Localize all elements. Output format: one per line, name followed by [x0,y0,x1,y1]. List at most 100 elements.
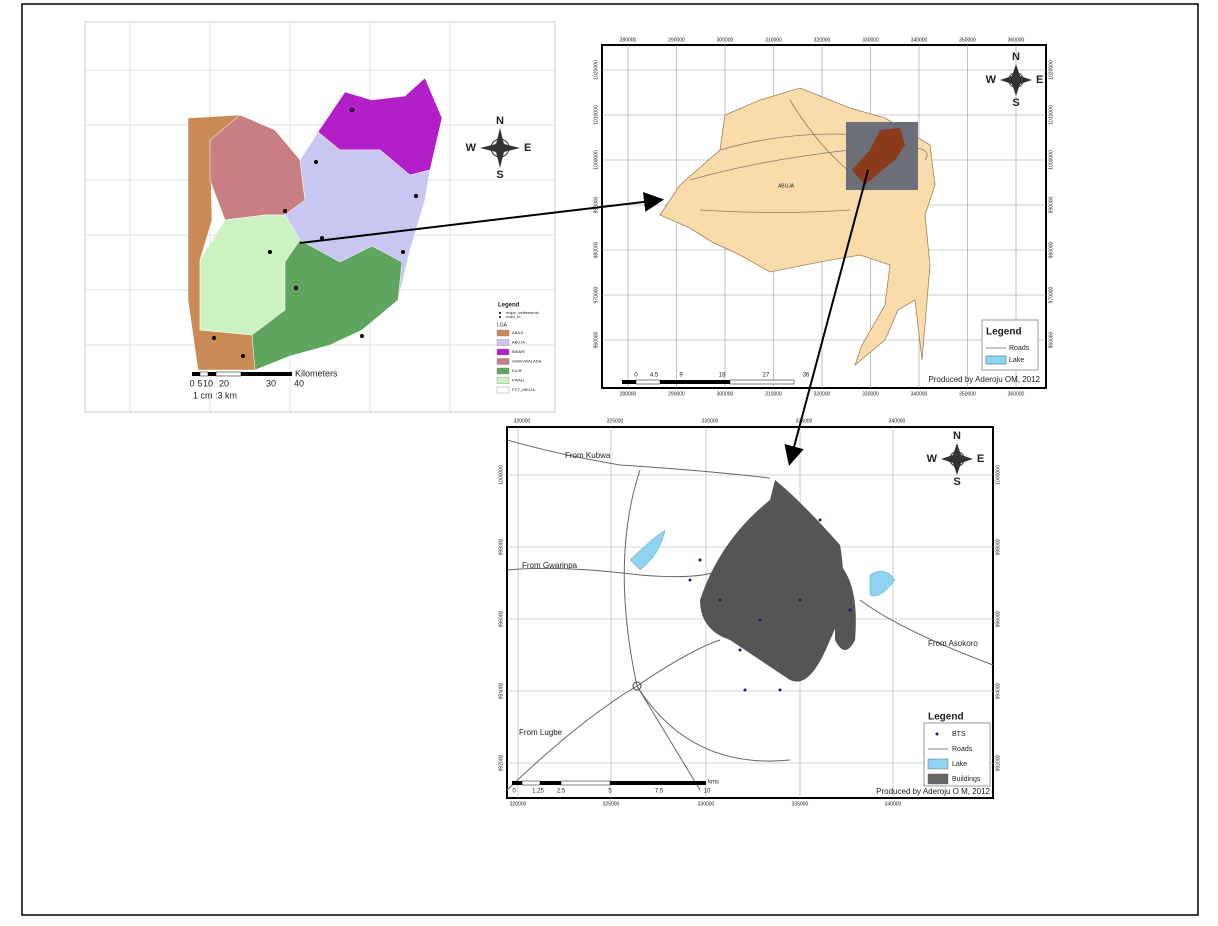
scale-ratio: 1 cm :3 km [193,390,237,400]
legend-item: ABAJI [512,330,523,335]
x-coord-label: 310000 [765,391,782,397]
y-coord-label: 980000 [1048,241,1054,258]
scale-tick: 10 [203,378,213,388]
x-coord-label: 300000 [717,37,734,43]
y-coord-label: 1000000 [995,465,1001,485]
legend-swatch [496,367,510,375]
y-coord-label: 996000 [995,610,1001,627]
city-map: 320000 320000 325000 325000 330000 330000 3350… [498,418,1001,807]
legend-title: Legend [986,327,1022,338]
compass-label: W [466,142,477,154]
lake [629,529,666,571]
roundabout [632,681,642,691]
scale-tick: 0 [189,378,194,388]
bts-site [758,618,762,622]
x-coord-label: 330000 [702,418,719,424]
legend-item: major_settlements [506,310,539,315]
compass-label: E [977,453,984,465]
y-coord-label: 996000 [498,610,504,627]
legend-swatch [496,329,510,337]
compass-rose [941,443,973,475]
legend-swatch [496,339,510,346]
x-coord-label: 290000 [668,391,685,397]
legend-item: KWALI [512,378,524,383]
compass-label: S [1012,97,1019,109]
x-coord-label: 330000 [862,37,879,43]
y-coord-label: 1000000 [498,465,504,485]
legend-swatch [496,348,510,356]
x-coord-label: 280000 [620,391,637,397]
road-label: From Gwarinpa [522,561,578,570]
bts-site [738,648,742,652]
bts-site [743,688,747,692]
scale-tick: 20 [219,378,229,388]
legend-item: main_rd [506,314,520,319]
scale-bar [729,379,795,385]
scale-tick: 27 [763,373,770,379]
bts-site [688,578,692,582]
y-coord-label: 970000 [1048,286,1054,303]
y-coord-label: 980000 [593,241,599,258]
scale-bar [521,780,541,786]
legend-symbol [935,732,939,736]
legend-symbol [927,758,949,770]
legend-item: Buildings [952,776,981,783]
scale-bar [199,371,209,377]
bts-site [698,558,702,562]
map-credit: Produced by Aderoju OM, 2012 [928,375,1040,384]
compass-rose [480,128,520,168]
x-coord-label: 340000 [911,37,928,43]
road-label: From Asokoro [928,639,978,648]
legend-swatch [496,386,510,394]
buildings [700,480,844,682]
page-border [21,3,1199,916]
y-coord-label: 960000 [1048,331,1054,348]
road-label: From Kubwa [565,451,611,460]
y-coord-label: 994000 [995,682,1001,699]
compass-label: N [953,430,961,442]
legend-item: Roads [1009,345,1030,352]
scale-bar [192,372,292,376]
scale-bar [635,379,661,385]
scale-tick: 30 [266,378,276,388]
y-coord-label: 990000 [593,196,599,213]
legend-item: ABUJA [512,340,525,345]
link-arrow [299,191,664,244]
legend-symbol [499,312,501,314]
x-coord-label: 360000 [1008,391,1025,397]
x-coord-label: 335000 [792,801,809,807]
compass-label: E [1036,74,1043,86]
legend-item: Lake [1009,357,1024,364]
scale-bar [560,780,611,786]
legend-item: FCT_ABUJA [512,387,535,392]
x-coord-label: 320000 [814,391,831,397]
y-coord-label: 992000 [498,754,504,771]
y-coord-label: 998000 [498,538,504,555]
y-coord-label: 1000000 [1048,150,1054,170]
scale-tick: 7.5 [655,789,664,795]
scale-tick: 10 [704,789,711,795]
legend-item: BTS [952,731,966,738]
legend-title: Legend [498,303,520,309]
y-coord-label: 1010000 [1048,105,1054,125]
x-coord-label: 350000 [959,391,976,397]
x-coord-label: 290000 [668,37,685,43]
x-coord-label: 330000 [862,391,879,397]
y-coord-label: 990000 [1048,196,1054,213]
scale-tick: 40 [294,378,304,388]
lga-polygons [187,77,443,371]
x-coord-label: 330000 [698,801,715,807]
compass-rose [490,138,510,158]
compass-label: N [496,115,504,127]
y-coord-label: 992000 [995,754,1001,771]
x-coord-label: 325000 [607,418,624,424]
road-label: From Lugbe [519,728,563,737]
legend-item: Lake [952,761,967,768]
y-coord-label: 970000 [593,286,599,303]
bts-site [778,688,782,692]
scale-tick: 36 [803,373,810,379]
compass-label: E [524,142,531,154]
y-coord-label: 1010000 [593,105,599,125]
y-coord-label: 1020000 [593,60,599,80]
